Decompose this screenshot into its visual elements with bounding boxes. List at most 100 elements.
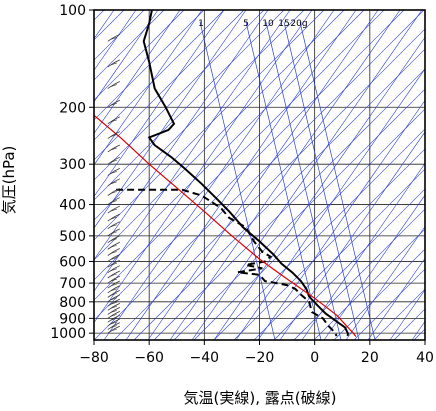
wind-barb [107,81,120,89]
barb-flag [113,311,120,315]
wind-barb [107,248,120,256]
barb-flag [113,302,120,307]
isotherm-line [293,208,425,340]
barb-flag [110,310,117,313]
wind-barb [107,325,120,334]
barb-flag [110,297,117,301]
isotherm-line [94,10,285,201]
y-axis-title: 気圧(hPa) [0,146,18,215]
adiabat-line [94,10,203,166]
barb-flag [113,259,120,264]
adiabat-line [94,10,159,103]
barb-flag [113,228,120,233]
barb-flag [110,102,117,106]
adiabat-line [191,10,423,340]
adiabat-line [389,289,425,340]
isotherm-line [94,10,185,101]
barb-flag [110,262,117,266]
barb-flag [110,181,117,185]
barb-flag [110,84,117,87]
wind-barb [107,265,120,274]
barb-flag [113,307,120,311]
barb-flag [113,144,120,149]
barb-flag [113,254,120,258]
x-tick-label: 40 [416,350,434,366]
wind-barb [107,197,120,205]
wind-barb [107,235,120,244]
wind-barbs [107,10,120,334]
barb-flag [110,321,117,325]
mixing-ratio-label: 10 [262,19,274,29]
mixing-ratio-line [245,21,322,340]
wind-barb [107,168,120,176]
barb-flag [113,270,120,275]
wind-barb [107,116,120,125]
barb-flag [110,293,117,296]
wind-barb [107,221,120,230]
wind-barb [107,10,109,11]
wind-barb [107,144,120,153]
isotherm-line [133,48,425,340]
barb-flag [113,285,120,290]
wind-barb [107,270,120,279]
dewpoint-line [116,188,338,337]
y-tick-label: 600 [59,254,86,270]
barb-flag [110,273,117,277]
barb-flag [113,156,120,161]
adiabat-line [279,131,425,340]
wind-barb [107,188,120,196]
isotherm-line [94,10,365,281]
isotherm-line [173,88,425,340]
barb-flag [110,208,117,212]
adiabat-line [94,10,269,261]
x-tick-label: −60 [134,350,164,366]
wind-barb [107,156,120,165]
x-axis: −80 −60 −40 −20 0 20 40 [79,340,434,366]
barb-flag [110,231,117,235]
barb-flag [113,131,120,135]
adiabat-line [169,10,401,340]
adiabat-line [345,226,425,340]
mixing-ratio-labels: 1 5 10 15 20g [198,19,307,29]
isotherm-line [94,10,205,121]
barb-flag [113,275,120,280]
mixing-ratio-label: 1 [198,19,204,29]
isotherm-line [113,28,425,340]
mixing-ratio-label: 5 [243,19,249,29]
isotherm-line [393,308,425,340]
y-tick-label: 900 [59,311,86,327]
adiabat-line [94,10,181,134]
barb-flag [113,81,120,85]
barb-flag [113,197,120,201]
barb-flag [113,294,120,299]
barb-flag [110,268,117,271]
temperature-line [142,10,349,336]
adiabat-line [94,10,137,71]
wind-barb [107,178,120,187]
barb-flag [110,328,117,332]
x-tick-label: −20 [245,350,275,366]
isotherm-line [94,10,265,181]
barb-flag [113,178,120,183]
x-tick-label: 20 [361,350,379,366]
adiabat-line [235,68,425,340]
isotherm-line [94,10,325,241]
x-tick-label: −40 [190,350,220,366]
y-tick-label: 400 [59,198,86,214]
isotherm-line [94,10,225,141]
barb-flag [110,147,117,151]
barb-flag [113,221,120,226]
wind-barb [107,307,120,315]
adiabat-line [411,320,425,340]
barb-flag [113,325,120,330]
barb-flag [110,314,117,317]
y-tick-label: 500 [59,229,86,245]
adiabat-line [367,257,425,340]
wind-barb [107,259,120,268]
mixing-ratio-line [265,21,342,340]
barb-flag [110,37,117,40]
isotherm-line [213,128,425,340]
adiabat-line [147,10,379,340]
barb-flag [113,235,120,240]
barb-flag [110,301,117,305]
